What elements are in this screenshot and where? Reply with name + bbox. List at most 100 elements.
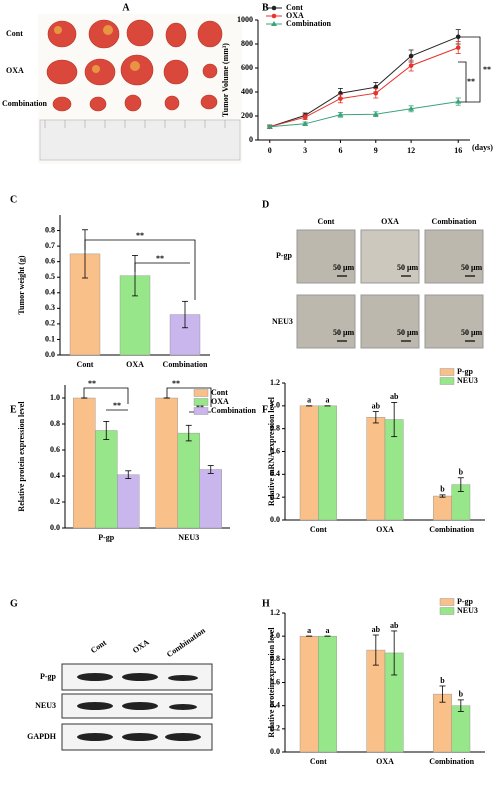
y-tick-label: 0.8	[50, 419, 60, 428]
western-blot	[61, 663, 213, 751]
series-line	[269, 101, 459, 128]
point	[408, 63, 414, 68]
bar	[451, 705, 471, 753]
significance-letter: a	[307, 396, 311, 405]
y-tick-label: 0.4	[45, 288, 55, 297]
y-tick-label: 0.0	[270, 515, 280, 524]
scale-label: 50 μm	[461, 263, 483, 272]
bar	[95, 430, 118, 529]
ihc-images	[296, 229, 484, 349]
panel-label: B	[262, 2, 269, 13]
y-tick-label: 0.3	[45, 303, 55, 312]
x-axis-label: (days)	[472, 143, 493, 152]
y-axis-label: Tumor Volume (mm³)	[221, 43, 230, 117]
y-tick-label: 0.6	[50, 445, 60, 454]
legend-label: P-gp	[457, 367, 474, 376]
row-label: P-gp	[40, 672, 57, 681]
y-tick-label: 800	[241, 39, 253, 48]
column-label: Cont	[318, 217, 335, 226]
panel-label: D	[262, 199, 269, 210]
x-tick-label: Cont	[310, 525, 327, 534]
y-tick-label: 0.0	[270, 747, 280, 756]
bar	[318, 405, 337, 521]
y-tick-label: 0.2	[50, 497, 60, 506]
row-label: GAPDH	[27, 732, 57, 741]
legend-label: NEU3	[457, 606, 478, 615]
scale-bars	[337, 275, 475, 342]
bar	[117, 474, 140, 529]
x-tick-label: Cont	[77, 360, 94, 369]
y-tick-label: 0.6	[270, 446, 280, 455]
x-tick-label: Combination	[429, 525, 474, 534]
legend-swatch	[439, 377, 455, 385]
significance-label: **	[113, 401, 121, 410]
y-tick-label: 0.6	[270, 677, 280, 686]
point	[455, 34, 461, 40]
point	[302, 114, 308, 120]
lane-label: OXA	[131, 637, 151, 655]
series-line	[269, 36, 459, 128]
x-tick-label: 0	[268, 146, 272, 155]
x-tick-label: 16	[454, 146, 462, 155]
x-tick-label: Combination	[163, 360, 208, 369]
panel-label: C	[10, 194, 17, 205]
bar	[73, 397, 96, 529]
row-label: OXA	[6, 66, 24, 75]
tumor-photo	[38, 14, 242, 164]
legend-marker	[271, 13, 277, 19]
significance-letter: a	[326, 396, 330, 405]
x-tick-label: OXA	[376, 757, 394, 766]
bar	[433, 495, 452, 521]
lane-label: Combination	[165, 626, 207, 659]
column-label: OXA	[381, 217, 399, 226]
row-label: Cont	[6, 29, 23, 38]
significance-bracket	[134, 262, 190, 272]
panel-label: G	[10, 598, 18, 609]
legend-label: Cont	[211, 388, 228, 397]
x-tick-label: Combination	[429, 757, 474, 766]
significance-label: **	[136, 231, 144, 240]
row-label: NEU3	[272, 317, 293, 326]
y-tick-label: 0.2	[270, 724, 280, 733]
significance-label: **	[172, 379, 180, 388]
significance-label: **	[483, 65, 491, 74]
legend-swatch	[193, 389, 209, 397]
x-tick-label: 12	[407, 146, 415, 155]
y-tick-label: 0.8	[270, 423, 280, 432]
row-label: NEU3	[35, 701, 56, 710]
scale-label: 50 μm	[397, 328, 419, 337]
y-tick-label: 1.0	[50, 393, 60, 402]
y-tick-label: 0	[249, 135, 253, 144]
legend-marker	[271, 21, 277, 26]
scale-label: 50 μm	[333, 328, 355, 337]
y-tick-label: 0.4	[50, 471, 60, 480]
legend-label: OXA	[286, 11, 304, 20]
row-label: Combination	[2, 99, 47, 108]
y-tick-label: 0.8	[45, 225, 55, 234]
legend-swatch	[439, 598, 455, 606]
legend-label: Combination	[286, 19, 331, 28]
significance-bracket	[166, 387, 212, 407]
x-tick-label: Cont	[310, 757, 327, 766]
y-axis-label: Tumor weight (g)	[17, 255, 26, 314]
y-tick-label: 0.1	[45, 334, 55, 343]
point	[372, 111, 379, 117]
significance-label: **	[467, 77, 475, 86]
significance-letter: b	[440, 676, 445, 685]
point	[408, 105, 415, 111]
x-tick-label: P-gp	[98, 533, 115, 542]
legend-swatch	[439, 607, 455, 615]
significance-bracket	[458, 36, 481, 103]
significance-label: **	[156, 254, 164, 263]
y-axis-label: Relative protein expression level	[17, 401, 26, 512]
series-line	[269, 47, 459, 128]
significance-letter: b	[440, 485, 445, 494]
legend-label: OXA	[211, 397, 229, 406]
column-label: Combination	[432, 217, 477, 226]
scale-label: 50 μm	[333, 263, 355, 272]
legend-label: NEU3	[457, 376, 478, 385]
panel-label: F	[262, 404, 268, 415]
significance-letter: a	[307, 626, 311, 635]
bar	[299, 635, 319, 753]
